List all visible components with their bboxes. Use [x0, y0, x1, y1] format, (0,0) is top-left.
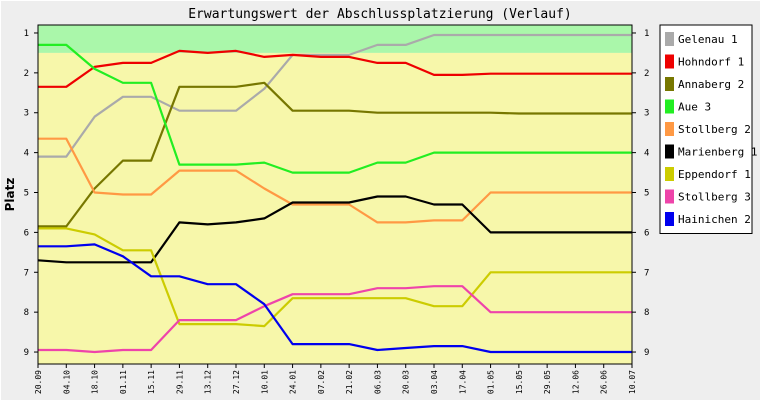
legend-swatch-aue-3: [665, 99, 674, 114]
plot-area-border: [37, 24, 633, 365]
chart-title: Erwartungswert der Abschlussplatzierung …: [188, 7, 572, 22]
y-axis-right-ticks: 1 2 3 4 5 6 7 8 9: [632, 29, 649, 358]
legend-label-hohndorf-1: Hohndorf 1: [678, 56, 744, 69]
frame-left-edge: [0, 0, 1, 400]
y-tick-label-left: 1: [24, 29, 29, 39]
y-tick-label-right: 7: [644, 268, 649, 278]
y-tick-label-left: 7: [24, 268, 29, 278]
y-axis-left-ticks: 1 2 3 4 5 6 7 8 9: [24, 29, 38, 358]
y-tick-label-right: 4: [644, 149, 649, 159]
x-tick-label: 27.12: [232, 370, 241, 394]
legend-label-eppendorf-1: Eppendorf 1: [678, 168, 751, 181]
legend-swatch-hainichen-2: [665, 212, 674, 226]
legend-label-stollberg-3: Stollberg 3: [678, 191, 751, 204]
x-tick-label: 24.01: [289, 370, 298, 394]
series-line-stollberg-3: [38, 285, 632, 354]
x-tick-label: 10.01: [260, 370, 269, 394]
x-tick-label: 15.11: [147, 370, 156, 394]
legend-label-gelenau-1: Gelenau 1: [678, 33, 738, 46]
y-tick-label-left: 2: [24, 69, 29, 79]
y-tick-label-left: 6: [24, 228, 29, 238]
legend-swatch-annaberg-2: [665, 77, 674, 91]
series-line-annaberg-2: [38, 81, 632, 228]
legend-label-hainichen-2: Hainichen 2: [678, 213, 751, 226]
legend-swatch-eppendorf-1: [665, 167, 674, 181]
y-tick-label-left: 5: [24, 189, 29, 199]
legend-label-marienberg-1: Marienberg 1: [678, 146, 757, 159]
legend: Gelenau 1 Hohndorf 1 Annaberg 2 Aue 3 Stollb…: [659, 24, 757, 234]
legend-swatch-marienberg-1: [665, 144, 674, 159]
y-tick-label-left: 8: [24, 308, 29, 318]
y-tick-label-right: 1: [644, 29, 649, 39]
x-tick-label: 07.02: [317, 370, 326, 394]
legend-swatch-stollberg-2: [665, 122, 674, 136]
y-tick-label-right: 2: [644, 69, 649, 79]
x-tick-label: 21.02: [345, 370, 354, 394]
x-tick-label: 04.10: [62, 370, 71, 394]
y-tick-label-right: 9: [644, 348, 649, 358]
x-tick-label: 13.12: [204, 370, 213, 394]
x-tick-label: 01.11: [119, 370, 128, 394]
series-line-marienberg-1: [37, 195, 632, 264]
x-tick-label: 03.04: [430, 370, 439, 394]
y-tick-label-right: 8: [644, 308, 649, 318]
series-line-hainichen-2: [38, 243, 632, 354]
x-tick-label: 10.07: [628, 370, 637, 394]
y-tick-label-right: 3: [644, 109, 649, 119]
legend-label-aue-3: Aue 3: [678, 101, 711, 114]
background-band-0: [38, 25, 632, 53]
x-tick-label: 29.05: [543, 370, 552, 394]
frame-top-edge: [0, 0, 760, 1]
series-line-eppendorf-1: [38, 227, 632, 328]
y-tick-label-left: 3: [24, 109, 29, 119]
x-tick-label: 20.09: [34, 370, 43, 394]
series-line-gelenau-1: [38, 33, 632, 158]
x-tick-label: 29.11: [175, 370, 184, 394]
x-tick-label: 26.06: [600, 370, 609, 394]
y-tick-label-right: 5: [644, 189, 649, 199]
series-lines: [37, 33, 632, 354]
background-band-1: [38, 52, 632, 364]
x-axis-ticks: 20.09 04.10 18.10 01.11 15.11 29.11 13.12 27.12…: [34, 364, 637, 394]
series-line-hohndorf-1: [38, 49, 632, 88]
series-line-aue-3: [38, 43, 632, 174]
legend-swatch-stollberg-3: [665, 189, 674, 204]
x-tick-label: 20.03: [402, 370, 411, 394]
x-tick-label: 17.04: [458, 370, 467, 394]
series-line-stollberg-2: [38, 137, 632, 224]
x-tick-label: 06.03: [373, 370, 382, 394]
x-tick-label: 18.10: [91, 370, 100, 394]
y-axis-label: Platz: [3, 178, 17, 212]
legend-swatch-hohndorf-1: [665, 54, 674, 69]
x-tick-label: 12.06: [571, 370, 580, 394]
legend-box: [659, 24, 753, 234]
x-tick-label: 01.05: [487, 370, 496, 394]
legend-swatch-gelenau-1: [665, 32, 674, 46]
legend-label-stollberg-2: Stollberg 2: [678, 123, 751, 136]
x-tick-label: 15.05: [515, 370, 524, 394]
y-tick-label-right: 6: [644, 228, 649, 238]
y-tick-label-left: 4: [24, 149, 29, 159]
legend-label-annaberg-2: Annaberg 2: [678, 78, 744, 91]
y-tick-label-left: 9: [24, 348, 29, 358]
